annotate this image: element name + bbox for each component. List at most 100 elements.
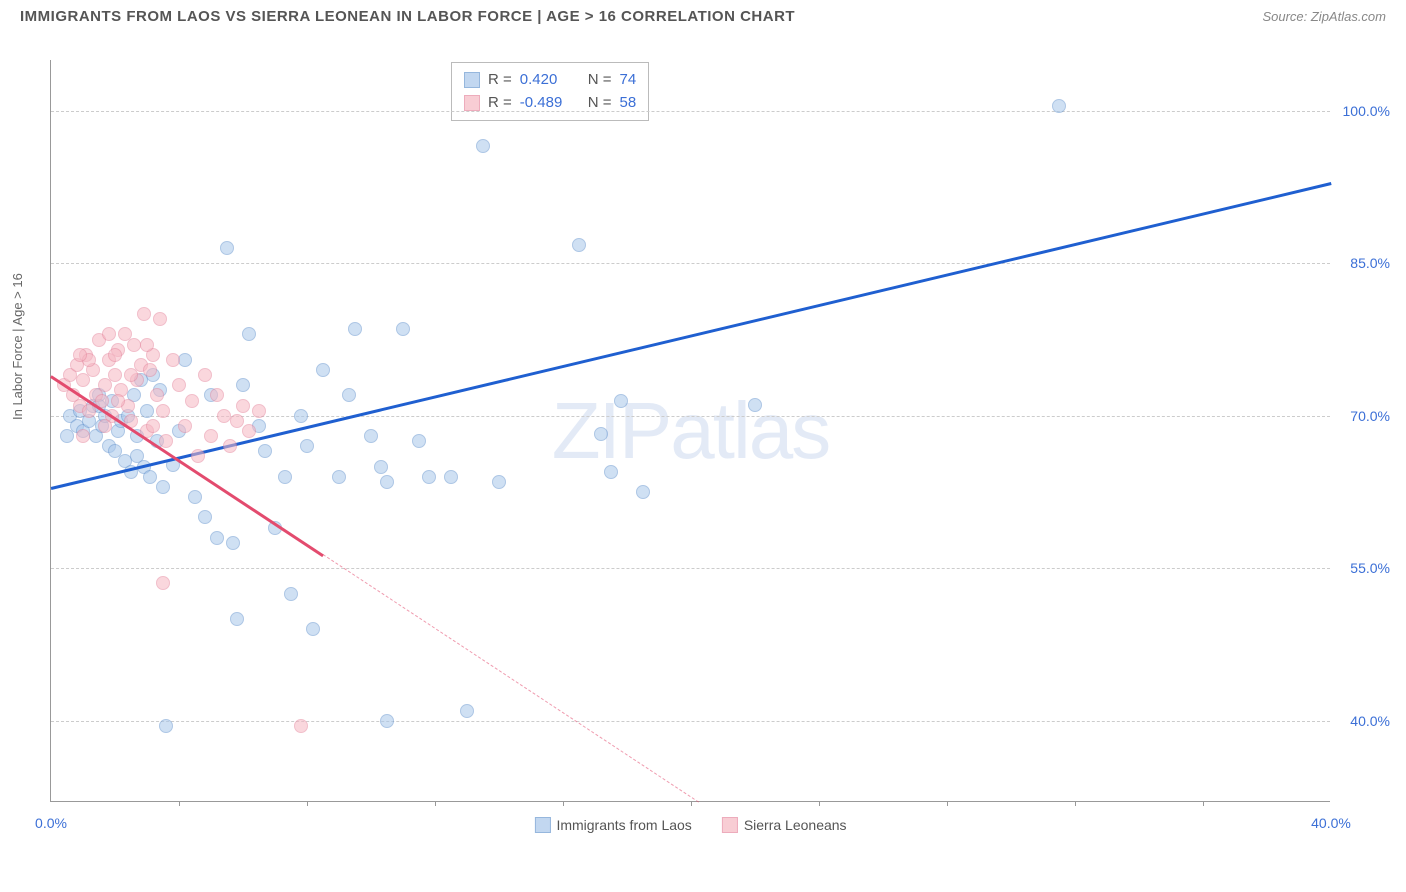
bottom-legend: Immigrants from Laos Sierra Leoneans — [534, 817, 846, 833]
scatter-point — [111, 394, 125, 408]
scatter-point — [188, 490, 202, 504]
scatter-point — [156, 576, 170, 590]
gridline-horizontal — [51, 721, 1330, 722]
scatter-point — [185, 394, 199, 408]
scatter-point — [230, 414, 244, 428]
scatter-point — [294, 409, 308, 423]
x-tick-mark — [947, 801, 948, 806]
scatter-point — [137, 307, 151, 321]
scatter-point — [150, 388, 164, 402]
scatter-point — [220, 241, 234, 255]
scatter-point — [236, 399, 250, 413]
x-tick-label: 40.0% — [1311, 815, 1351, 831]
scatter-point — [76, 429, 90, 443]
x-tick-mark — [307, 801, 308, 806]
scatter-point — [166, 353, 180, 367]
scatter-point — [284, 587, 298, 601]
scatter-point — [396, 322, 410, 336]
scatter-point — [230, 612, 244, 626]
scatter-point — [198, 510, 212, 524]
scatter-point — [130, 449, 144, 463]
scatter-point — [143, 363, 157, 377]
y-tick-label: 40.0% — [1350, 713, 1390, 729]
scatter-point — [143, 470, 157, 484]
scatter-point — [258, 444, 272, 458]
source-attribution: Source: ZipAtlas.com — [1262, 9, 1386, 24]
watermark-text: ZIPatlas — [552, 385, 829, 477]
legend-item: Immigrants from Laos — [534, 817, 691, 833]
scatter-chart: ZIPatlas R =0.420N =74R =-0.489N =58 Imm… — [50, 60, 1330, 802]
scatter-point — [242, 327, 256, 341]
scatter-point — [108, 348, 122, 362]
trend-line — [323, 554, 699, 802]
scatter-point — [300, 439, 314, 453]
scatter-point — [159, 719, 173, 733]
source-prefix: Source: — [1262, 9, 1310, 24]
chart-header: IMMIGRANTS FROM LAOS VS SIERRA LEONEAN I… — [0, 0, 1406, 29]
legend-label: Sierra Leoneans — [744, 817, 847, 833]
scatter-point — [210, 388, 224, 402]
scatter-point — [156, 404, 170, 418]
y-tick-label: 85.0% — [1350, 255, 1390, 271]
source-name: ZipAtlas.com — [1311, 9, 1386, 24]
x-tick-mark — [691, 801, 692, 806]
scatter-point — [198, 368, 212, 382]
scatter-point — [153, 312, 167, 326]
x-tick-mark — [563, 801, 564, 806]
scatter-point — [98, 419, 112, 433]
scatter-point — [146, 419, 160, 433]
scatter-point — [73, 348, 87, 362]
legend-swatch — [534, 817, 550, 833]
scatter-point — [460, 704, 474, 718]
scatter-point — [210, 531, 224, 545]
scatter-point — [236, 378, 250, 392]
scatter-point — [242, 424, 256, 438]
stat-n-value: 74 — [620, 69, 637, 92]
scatter-point — [364, 429, 378, 443]
stat-n-label: N = — [588, 69, 612, 92]
scatter-point — [422, 470, 436, 484]
scatter-point — [223, 439, 237, 453]
x-tick-label: 0.0% — [35, 815, 67, 831]
scatter-point — [172, 378, 186, 392]
gridline-horizontal — [51, 263, 1330, 264]
gridline-horizontal — [51, 416, 1330, 417]
scatter-point — [191, 449, 205, 463]
scatter-point — [748, 398, 762, 412]
scatter-point — [374, 460, 388, 474]
x-tick-mark — [435, 801, 436, 806]
scatter-point — [252, 404, 266, 418]
stat-r-label: R = — [488, 69, 512, 92]
correlation-stats-box: R =0.420N =74R =-0.489N =58 — [451, 62, 649, 121]
x-tick-mark — [1075, 801, 1076, 806]
scatter-point — [102, 327, 116, 341]
scatter-point — [492, 475, 506, 489]
x-tick-mark — [179, 801, 180, 806]
scatter-point — [444, 470, 458, 484]
y-tick-label: 70.0% — [1350, 408, 1390, 424]
scatter-point — [572, 238, 586, 252]
x-tick-mark — [1203, 801, 1204, 806]
scatter-point — [178, 353, 192, 367]
scatter-point — [278, 470, 292, 484]
scatter-point — [380, 475, 394, 489]
scatter-point — [636, 485, 650, 499]
scatter-point — [476, 139, 490, 153]
x-tick-mark — [819, 801, 820, 806]
gridline-horizontal — [51, 111, 1330, 112]
scatter-point — [226, 536, 240, 550]
chart-title: IMMIGRANTS FROM LAOS VS SIERRA LEONEAN I… — [20, 8, 795, 25]
scatter-point — [306, 622, 320, 636]
y-tick-label: 100.0% — [1343, 103, 1390, 119]
legend-swatch — [464, 72, 480, 88]
legend-swatch — [722, 817, 738, 833]
scatter-point — [316, 363, 330, 377]
scatter-point — [348, 322, 362, 336]
y-axis-label: In Labor Force | Age > 16 — [10, 273, 25, 420]
scatter-point — [204, 429, 218, 443]
scatter-point — [594, 427, 608, 441]
scatter-point — [604, 465, 618, 479]
legend-item: Sierra Leoneans — [722, 817, 847, 833]
legend-label: Immigrants from Laos — [556, 817, 691, 833]
stats-row: R =0.420N =74 — [464, 69, 636, 92]
